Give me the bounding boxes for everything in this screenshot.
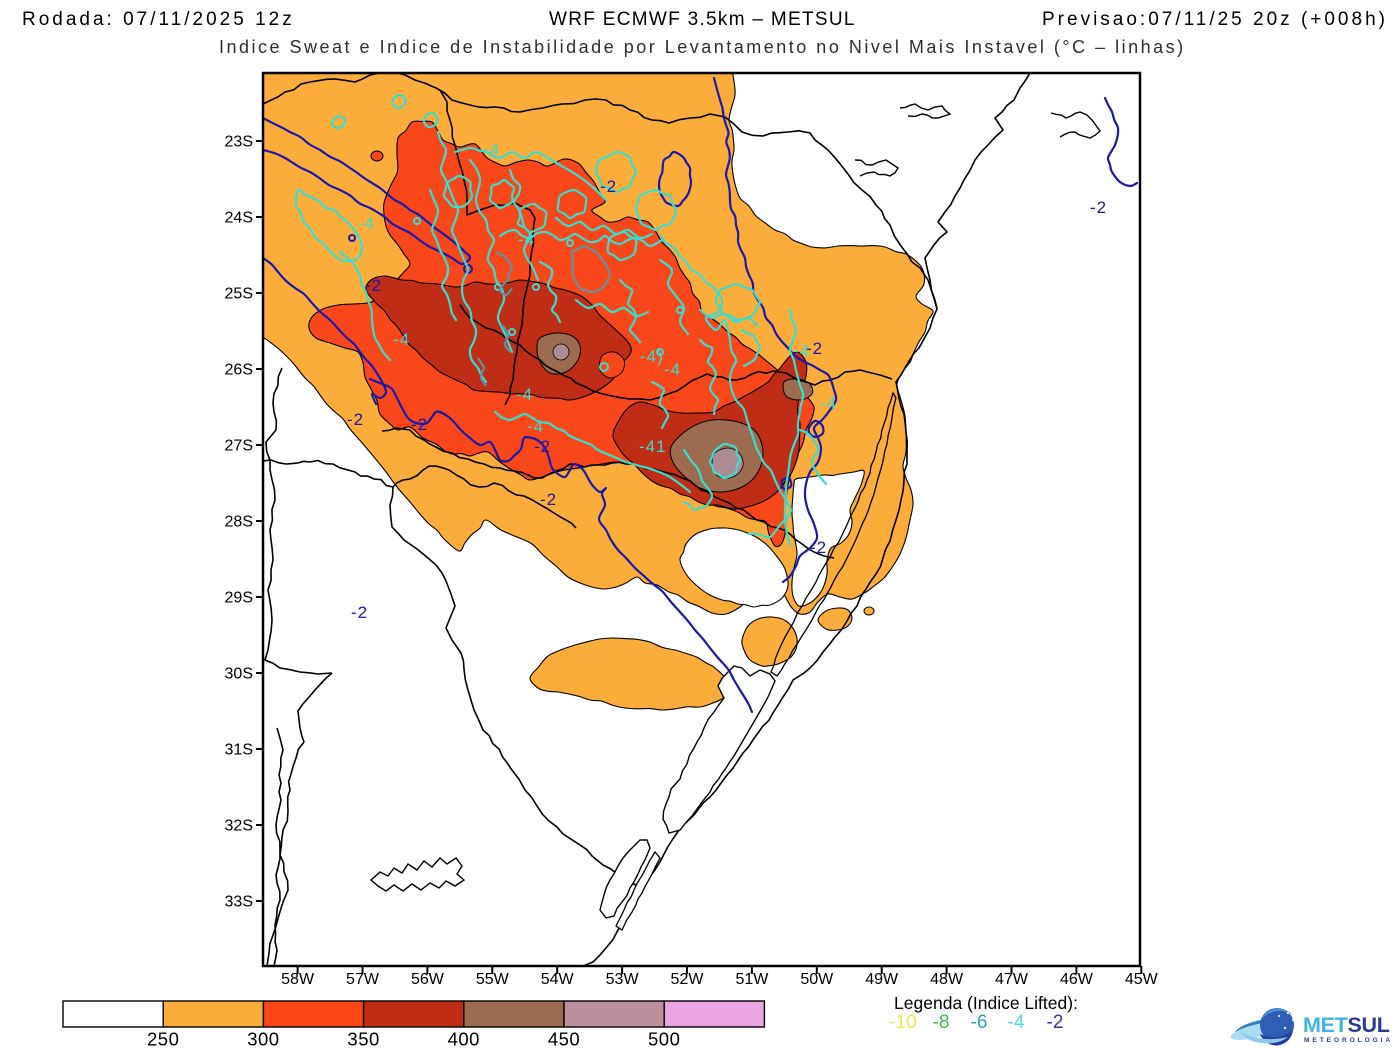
svg-text:32S: 32S (225, 818, 253, 835)
svg-text:-4): -4) (640, 347, 664, 366)
svg-text:-2: -2 (806, 339, 823, 358)
svg-text:57W: 57W (346, 971, 380, 988)
svg-text:-4: -4 (527, 417, 544, 436)
svg-text:-2: -2 (347, 410, 364, 429)
svg-text:300: 300 (247, 1029, 279, 1050)
svg-text:45W: 45W (1125, 971, 1159, 988)
svg-text:-2: -2 (411, 415, 428, 434)
svg-text:-4: -4 (358, 214, 375, 233)
svg-text:-2: -2 (351, 603, 368, 622)
svg-text:49W: 49W (865, 971, 899, 988)
svg-text:-4: -4 (664, 360, 681, 379)
svg-text:-2: -2 (810, 538, 827, 557)
svg-text:28S: 28S (225, 514, 253, 531)
svg-text:-4: -4 (483, 140, 500, 159)
svg-text:-4: -4 (1008, 1012, 1025, 1033)
svg-text:-4: -4 (516, 385, 533, 404)
svg-text:-2: -2 (600, 177, 617, 196)
svg-text:27S: 27S (225, 438, 253, 455)
svg-text:-2: -2 (540, 490, 557, 509)
svg-text:-2: -2 (534, 437, 551, 456)
svg-text:47W: 47W (995, 971, 1029, 988)
svg-text:55W: 55W (476, 971, 510, 988)
svg-text:58W: 58W (281, 971, 315, 988)
svg-text:-10: -10 (889, 1012, 916, 1033)
svg-text:-2: -2 (1047, 1012, 1064, 1033)
svg-text:-4: -4 (820, 394, 837, 413)
svg-text:25S: 25S (225, 286, 253, 303)
svg-text:450: 450 (548, 1029, 580, 1050)
svg-text:51W: 51W (735, 971, 769, 988)
svg-text:250: 250 (147, 1029, 179, 1050)
svg-text:Legenda (Indice Lifted):: Legenda (Indice Lifted): (894, 993, 1078, 1013)
svg-text:-4: -4 (793, 341, 810, 360)
svg-text:-6: -6 (971, 1012, 988, 1033)
svg-text:48W: 48W (930, 971, 964, 988)
svg-text:-41: -41 (639, 437, 667, 456)
svg-text:24S: 24S (225, 210, 253, 227)
svg-text:350: 350 (347, 1029, 379, 1050)
svg-text:500: 500 (648, 1029, 680, 1050)
svg-text:-2: -2 (1090, 198, 1107, 217)
svg-text:-8: -8 (933, 1012, 950, 1033)
svg-text:54W: 54W (541, 971, 575, 988)
svg-text:30S: 30S (225, 666, 253, 683)
svg-text:50W: 50W (800, 971, 834, 988)
svg-text:METEOROLOGIA: METEOROLOGIA (1304, 1037, 1393, 1044)
svg-text:-4: -4 (518, 230, 535, 249)
svg-text:52W: 52W (671, 971, 705, 988)
svg-text:-2: -2 (365, 276, 382, 295)
svg-text:23S: 23S (225, 134, 253, 151)
svg-text:53W: 53W (606, 971, 640, 988)
svg-text:56W: 56W (411, 971, 445, 988)
svg-text:400: 400 (448, 1029, 480, 1050)
svg-text:METSUL: METSUL (1303, 1013, 1390, 1037)
svg-text:33S: 33S (225, 894, 253, 911)
svg-text:31S: 31S (225, 742, 253, 759)
svg-text:46W: 46W (1060, 971, 1094, 988)
svg-text:29S: 29S (225, 590, 253, 607)
svg-text:26S: 26S (225, 362, 253, 379)
svg-text:-4: -4 (393, 330, 410, 349)
